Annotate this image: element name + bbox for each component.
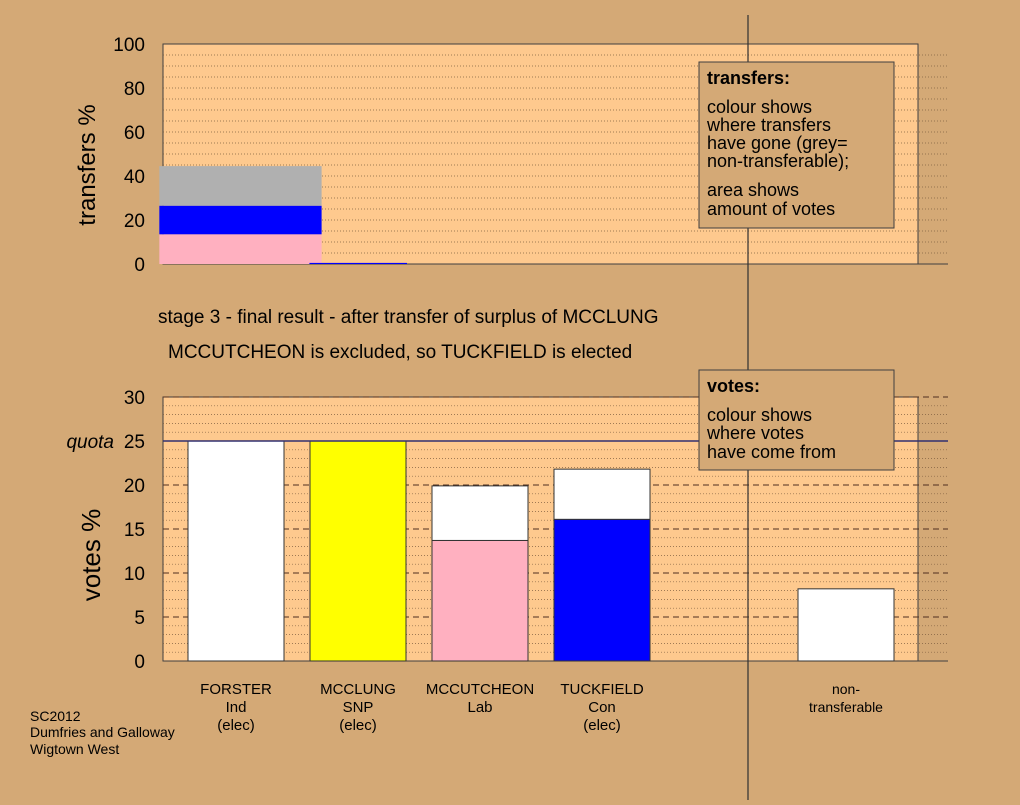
transfers-legend-line: have gone (grey= (707, 133, 848, 153)
transfers-y-tick-label: 80 (124, 79, 145, 100)
candidate-label-line: (elec) (339, 717, 377, 734)
candidate-label-line: (elec) (583, 717, 621, 734)
transfer-bar-segment (159, 234, 322, 264)
transfers-legend-line: where transfers (706, 115, 831, 135)
candidate-label-line: Con (588, 699, 616, 716)
candidate-label-line: SNP (343, 699, 374, 716)
transfers-y-tick-label: 0 (134, 255, 145, 276)
transfers-y-tick-label: 40 (124, 167, 145, 188)
vote-bar-segment (553, 518, 651, 662)
vote-bar-segment (797, 588, 895, 662)
votes-y-tick-label: 10 (124, 564, 145, 585)
candidate-label-line: non- (832, 681, 860, 697)
transfers-legend-line: amount of votes (707, 199, 835, 219)
votes-legend-title: votes: (707, 376, 760, 396)
transfers-legend-box: transfers: colour shows where transfers … (698, 61, 895, 229)
candidate-label-line: MCCUTCHEON (426, 681, 534, 698)
votes-y-tick-label: 5 (134, 608, 145, 629)
candidate-label-line: MCCLUNG (320, 681, 396, 698)
candidate-labels: FORSTERInd(elec)MCCLUNGSNP(elec)MCCUTCHE… (200, 681, 883, 734)
transfers-legend-line: area shows (707, 180, 799, 200)
transfers-y-tick-label: 60 (124, 123, 145, 144)
stage-outcome: MCCUTCHEON is excluded, so TUCKFIELD is … (168, 342, 632, 363)
votes-y-tick-label: 25 (124, 432, 145, 453)
candidate-label-line: TUCKFIELD (560, 681, 644, 698)
vote-bar-segment (187, 440, 285, 662)
votes-legend-line: have come from (707, 442, 836, 462)
footer-ward: Wigtown West (30, 741, 119, 757)
footer-election: SC2012 (30, 708, 81, 724)
transfer-bar-segment (309, 262, 407, 264)
candidate-label-line: FORSTER (200, 681, 272, 698)
votes-y-axis-label: votes % (76, 509, 106, 602)
vote-bar-segment (309, 440, 407, 662)
vote-bar-segment (431, 485, 529, 541)
transfers-y-axis-label: transfers % (74, 104, 101, 225)
transfer-bar-segment (159, 205, 322, 235)
stage-description: stage 3 - final result - after transfer … (158, 307, 659, 328)
candidate-label-line: (elec) (217, 717, 255, 734)
candidate-label-line: Lab (467, 699, 492, 716)
transfers-legend-line: colour shows (707, 97, 812, 117)
transfers-bars (159, 166, 407, 264)
votes-y-tick-label: 0 (134, 652, 145, 673)
footer-council: Dumfries and Galloway (30, 724, 175, 740)
transfer-bar-segment (159, 166, 322, 206)
votes-legend-line: colour shows (707, 405, 812, 425)
votes-y-ticks: 0 5 10 15 20 25 30 (124, 388, 145, 673)
votes-legend-line: where votes (706, 423, 804, 443)
transfers-legend-title: transfers: (707, 68, 790, 88)
quota-label: quota (66, 432, 114, 453)
transfers-y-ticks: 0 20 40 60 80 100 (113, 35, 145, 276)
vote-bar-segment (431, 539, 529, 662)
votes-bars (187, 440, 895, 662)
votes-legend-box: votes: colour shows where votes have com… (698, 369, 895, 471)
transfers-y-tick-label: 20 (124, 211, 145, 232)
votes-y-tick-label: 30 (124, 388, 145, 409)
transfers-legend-line: non-transferable); (707, 151, 849, 171)
candidate-label-line: transferable (809, 699, 883, 715)
votes-y-tick-label: 20 (124, 476, 145, 497)
votes-y-tick-label: 15 (124, 520, 145, 541)
vote-bar-segment (553, 468, 651, 520)
transfers-y-tick-label: 100 (113, 35, 145, 56)
candidate-label-line: Ind (226, 699, 247, 716)
